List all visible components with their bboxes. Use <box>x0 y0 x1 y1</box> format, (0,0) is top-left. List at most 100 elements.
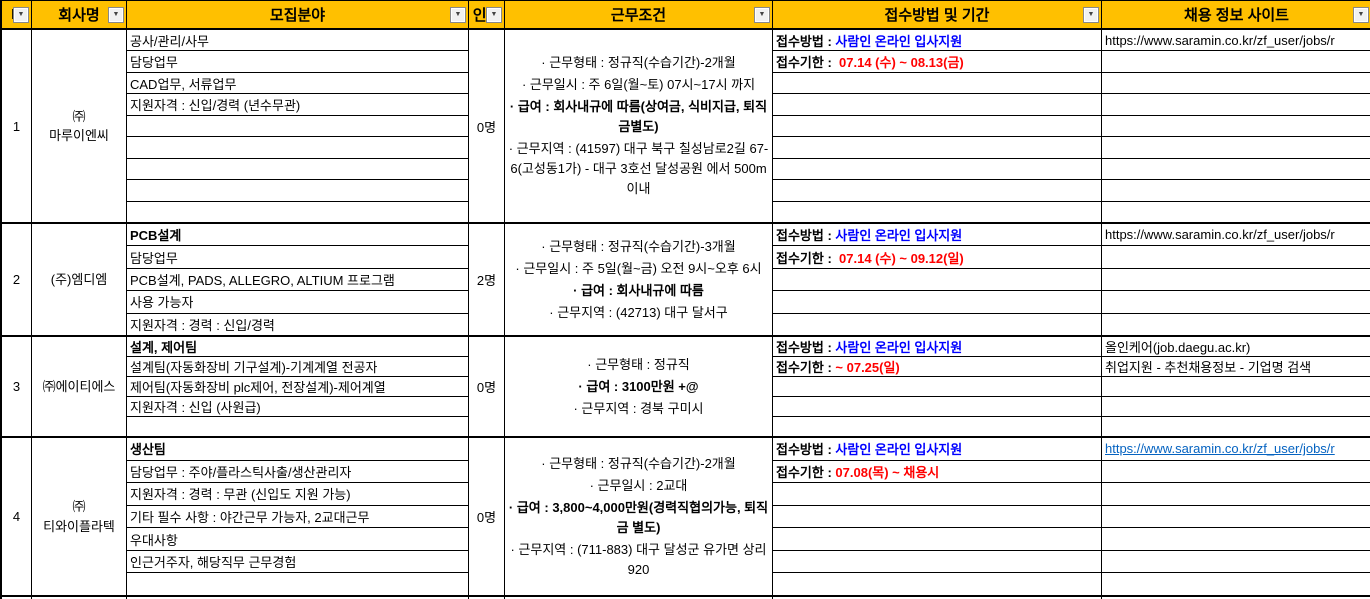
site-subcell[interactable] <box>1102 159 1370 181</box>
cell-empty[interactable] <box>505 597 773 599</box>
site-subcell[interactable] <box>1102 506 1370 529</box>
apply-subcell[interactable] <box>773 573 1101 595</box>
apply-subcell[interactable] <box>773 377 1101 397</box>
apply-subcell[interactable] <box>773 506 1101 529</box>
site-subcell[interactable] <box>1102 51 1370 73</box>
cell-work-conditions[interactable]: · 근무형태 : 정규직(수습기간)-2개월 · 근무일시 : 2교대 · 급여 :… <box>505 438 773 595</box>
cell-row-number[interactable]: 3 <box>2 337 32 436</box>
cell-headcount[interactable]: 0명 <box>469 30 505 222</box>
apply-subcell[interactable] <box>773 483 1101 506</box>
apply-subcell[interactable] <box>773 180 1101 202</box>
field-subcell[interactable]: 우대사항 <box>127 528 468 551</box>
site-subcell[interactable] <box>1102 397 1370 417</box>
field-subcell[interactable]: 지원자격 : 경력 : 무관 (신입도 지원 가능) <box>127 483 468 506</box>
site-subcell[interactable] <box>1102 116 1370 138</box>
cell-company-name[interactable]: ㈜에이티에스 <box>32 337 127 436</box>
site-subcell[interactable] <box>1102 551 1370 574</box>
apply-subcell[interactable]: 접수방법 : 사람인 온라인 입사지원 <box>773 438 1101 461</box>
apply-subcell[interactable] <box>773 314 1101 335</box>
field-subcell[interactable]: 지원자격 : 신입 (사원급) <box>127 397 468 417</box>
filter-dropdown-button[interactable]: ▼ <box>1083 6 1099 23</box>
apply-subcell[interactable]: 접수방법 : 사람인 온라인 입사지원 <box>773 337 1101 357</box>
apply-subcell[interactable]: 접수방법 : 사람인 온라인 입사지원 <box>773 224 1101 247</box>
cell-empty[interactable] <box>32 597 127 599</box>
field-subcell[interactable]: 기타 필수 사항 : 야간근무 가능자, 2교대근무 <box>127 506 468 529</box>
apply-subcell[interactable] <box>773 269 1101 292</box>
site-subcell[interactable] <box>1102 94 1370 116</box>
apply-subcell[interactable] <box>773 116 1101 138</box>
field-subcell[interactable]: PCB설계 <box>127 224 468 247</box>
job-posting-link[interactable]: https://www.saramin.co.kr/zf_user/jobs/r <box>1105 441 1335 457</box>
field-subcell[interactable]: 인근거주자, 해당직무 근무경험 <box>127 551 468 574</box>
field-subcell[interactable]: 제어팀(자동화장비 plc제어, 전장설계)-제어계열 <box>127 377 468 397</box>
apply-subcell[interactable] <box>773 159 1101 181</box>
site-subcell[interactable] <box>1102 291 1370 314</box>
cell-work-conditions[interactable]: · 근무형태 : 정규직(수습기간)-2개월 · 근무일시 : 주 6일(월~토)… <box>505 30 773 222</box>
cell-row-number[interactable]: 4 <box>2 438 32 595</box>
filter-dropdown-button[interactable]: ▼ <box>450 6 466 23</box>
site-subcell[interactable] <box>1102 314 1370 335</box>
cell-work-conditions[interactable]: · 근무형태 : 정규직 · 급여 : 3100만원 +@ · 근무지역 : 경북 … <box>505 337 773 436</box>
field-subcell[interactable] <box>127 573 468 595</box>
cell-empty[interactable] <box>469 597 505 599</box>
field-subcell[interactable]: PCB설계, PADS, ALLEGRO, ALTIUM 프로그램 <box>127 269 468 292</box>
apply-subcell[interactable] <box>773 397 1101 417</box>
site-subcell[interactable] <box>1102 202 1370 222</box>
site-subcell[interactable]: 취업지원 - 추천채용정보 - 기업명 검색 <box>1102 357 1370 377</box>
cell-empty[interactable] <box>2 597 32 599</box>
site-subcell[interactable] <box>1102 269 1370 292</box>
header-cell-conditions[interactable]: 근무조건 ▼ <box>505 1 773 28</box>
apply-subcell[interactable]: 접수기한 : 07.14 (수) ~ 09.12(일) <box>773 246 1101 269</box>
apply-subcell[interactable] <box>773 202 1101 222</box>
header-cell-no[interactable]: N▼ <box>2 1 32 28</box>
apply-subcell[interactable]: 접수기한 : ~ 07.25(일) <box>773 357 1101 377</box>
site-subcell[interactable] <box>1102 73 1370 95</box>
field-subcell[interactable]: 공사/관리/사무 <box>127 30 468 52</box>
filter-dropdown-button[interactable]: ▼ <box>13 6 29 23</box>
header-cell-count[interactable]: 인원▼ <box>469 1 505 28</box>
cell-headcount[interactable]: 2명 <box>469 224 505 335</box>
site-subcell[interactable] <box>1102 137 1370 159</box>
filter-dropdown-button[interactable]: ▼ <box>754 6 770 23</box>
field-subcell[interactable]: 설계, 제어팀 <box>127 337 468 357</box>
apply-subcell[interactable]: 접수방법 : 사람인 온라인 입사지원 <box>773 30 1101 52</box>
field-subcell[interactable] <box>127 137 468 159</box>
apply-subcell[interactable]: 접수기한 : 07.14 (수) ~ 08.13(금) <box>773 51 1101 73</box>
filter-dropdown-button[interactable]: ▼ <box>486 6 502 23</box>
site-subcell[interactable]: 올인케어(job.daegu.ac.kr) <box>1102 337 1370 357</box>
filter-dropdown-button[interactable]: ▼ <box>1353 6 1369 23</box>
field-subcell[interactable]: 설계팀(자동화장비 기구설계)-기계계열 전공자 <box>127 357 468 377</box>
site-subcell[interactable]: https://www.saramin.co.kr/zf_user/jobs/r <box>1102 438 1370 461</box>
field-subcell[interactable]: 지원자격 : 신입/경력 (년수무관) <box>127 94 468 116</box>
cell-headcount[interactable]: 0명 <box>469 337 505 436</box>
header-cell-apply[interactable]: 접수방법 및 기간 ▼ <box>773 1 1102 28</box>
apply-subcell[interactable]: 접수기한 : 07.08(목) ~ 채용시 <box>773 461 1101 484</box>
header-cell-site[interactable]: 채용 정보 사이트 ▼ <box>1102 1 1370 28</box>
site-subcell[interactable] <box>1102 417 1370 436</box>
cell-empty[interactable] <box>773 597 1102 599</box>
cell-company-name[interactable]: ㈜ 티와이플라텍 <box>32 438 127 595</box>
apply-subcell[interactable] <box>773 94 1101 116</box>
header-cell-field[interactable]: 모집분야 ▼ <box>127 1 469 28</box>
field-subcell[interactable] <box>127 159 468 181</box>
site-subcell[interactable] <box>1102 461 1370 484</box>
site-subcell[interactable]: https://www.saramin.co.kr/zf_user/jobs/r <box>1102 224 1370 247</box>
header-cell-company[interactable]: 회사명 ▼ <box>32 1 127 28</box>
site-subcell[interactable]: https://www.saramin.co.kr/zf_user/jobs/r <box>1102 30 1370 52</box>
apply-subcell[interactable] <box>773 528 1101 551</box>
site-subcell[interactable] <box>1102 528 1370 551</box>
field-subcell[interactable]: 지원자격 : 경력 : 신입/경력 <box>127 314 468 335</box>
cell-empty[interactable] <box>127 597 469 599</box>
field-subcell[interactable] <box>127 180 468 202</box>
field-subcell[interactable]: 생산팀 <box>127 438 468 461</box>
field-subcell[interactable] <box>127 202 468 222</box>
field-subcell[interactable]: 사용 가능자 <box>127 291 468 314</box>
site-subcell[interactable] <box>1102 180 1370 202</box>
site-subcell[interactable] <box>1102 377 1370 397</box>
field-subcell[interactable] <box>127 417 468 436</box>
apply-subcell[interactable] <box>773 551 1101 574</box>
cell-row-number[interactable]: 1 <box>2 30 32 222</box>
field-subcell[interactable]: CAD업무, 서류업무 <box>127 73 468 95</box>
field-subcell[interactable]: 담당업무 <box>127 246 468 269</box>
cell-headcount[interactable]: 0명 <box>469 438 505 595</box>
